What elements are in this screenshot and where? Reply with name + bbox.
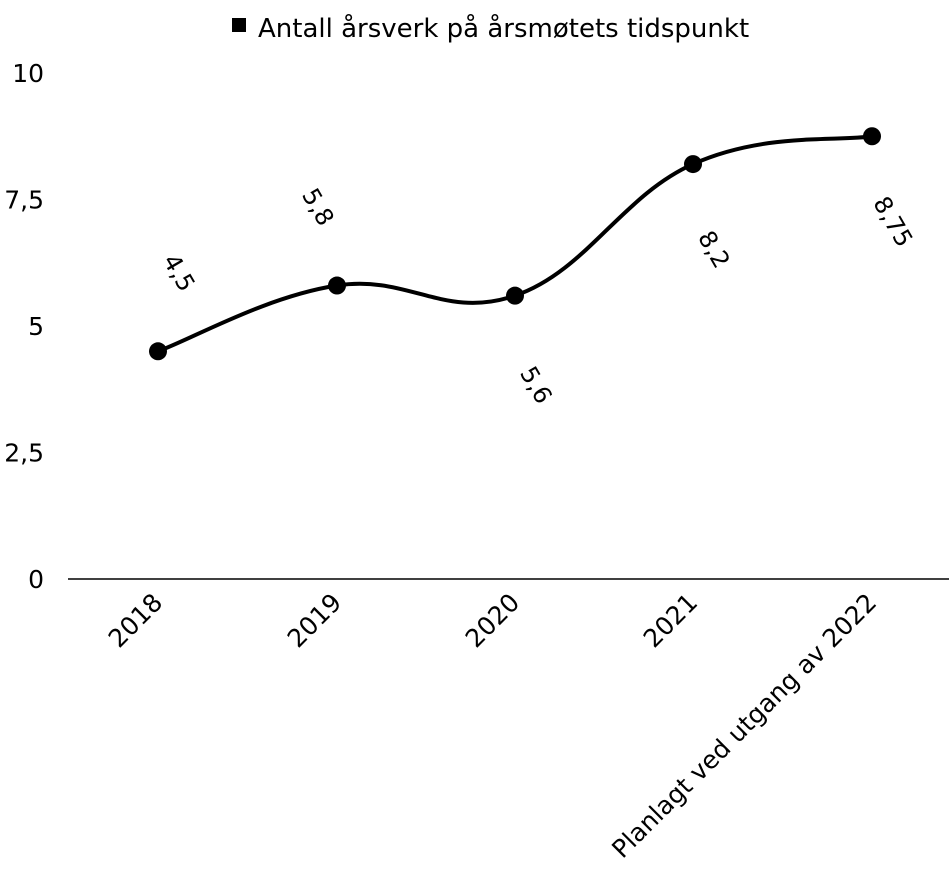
data-label: 8,75 xyxy=(867,192,918,252)
y-axis: 0 2,5 5 7,5 10 xyxy=(4,59,44,594)
data-label: 5,8 xyxy=(296,183,339,230)
x-tick-label: 2018 xyxy=(103,588,168,653)
data-label: 4,5 xyxy=(157,249,200,296)
data-point xyxy=(149,342,167,361)
data-label: 8,2 xyxy=(692,226,735,273)
data-point xyxy=(863,127,881,146)
legend-marker xyxy=(232,18,246,32)
series-line xyxy=(156,134,874,354)
y-tick-label: 7,5 xyxy=(4,186,44,215)
y-tick-label: 10 xyxy=(12,59,44,88)
data-point xyxy=(506,286,524,305)
legend-label: Antall årsverk på årsmøtets tidspunkt xyxy=(258,13,749,44)
data-label: 5,6 xyxy=(514,362,557,409)
legend: Antall årsverk på årsmøtets tidspunkt xyxy=(232,13,749,44)
x-tick-label: 2020 xyxy=(460,588,525,653)
data-point xyxy=(328,276,346,295)
data-point xyxy=(684,155,702,174)
y-tick-label: 5 xyxy=(28,312,44,341)
x-tick-label: 2021 xyxy=(638,588,703,653)
y-tick-label: 2,5 xyxy=(4,439,44,468)
data-points xyxy=(149,127,881,361)
y-tick-label: 0 xyxy=(28,565,44,594)
data-labels: 4,5 5,8 5,6 8,2 8,75 xyxy=(157,183,918,408)
x-tick-label: 2019 xyxy=(282,588,347,653)
